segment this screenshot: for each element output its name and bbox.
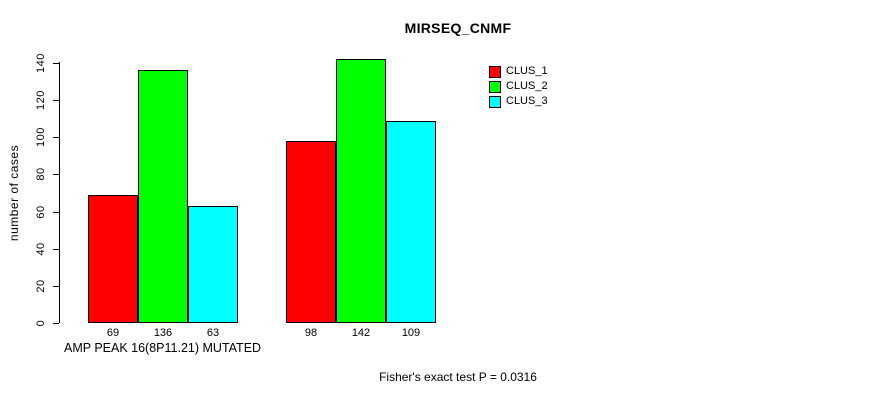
y-tick-mark [53, 63, 59, 64]
bar-value-label: 69 [106, 327, 120, 339]
bar-clus_3-group-2 [386, 120, 436, 323]
bar-value-label: 98 [304, 327, 318, 339]
y-tick-label: 0 [35, 319, 47, 327]
bar-value-label: 109 [401, 327, 421, 339]
bar-value-label: 136 [153, 327, 173, 339]
y-tick-mark [53, 100, 59, 102]
y-tick-label: 120 [35, 90, 47, 111]
y-tick-mark [53, 285, 59, 287]
y-tick-mark [53, 248, 59, 250]
y-tick-label: 100 [35, 127, 47, 148]
y-tick-mark [53, 174, 59, 176]
fisher-test-annotation: Fisher's exact test P = 0.0316 [379, 370, 537, 384]
y-tick-mark [53, 323, 59, 324]
bar-clus_3-group-1 [188, 206, 238, 323]
y-tick-label: 140 [35, 53, 47, 73]
legend-swatch-clus_3 [489, 96, 501, 108]
bar-clus_1-group-2 [286, 141, 336, 323]
legend-swatch-clus_1 [489, 66, 501, 78]
y-tick-label: 20 [35, 279, 47, 293]
legend-label-clus_2: CLUS_2 [506, 80, 548, 92]
bar-value-label: 142 [351, 327, 371, 339]
legend-label-clus_3: CLUS_3 [506, 95, 548, 107]
x-axis-label: AMP PEAK 16(8P11.21) MUTATED [64, 341, 262, 355]
y-tick-label: 40 [35, 242, 47, 256]
legend-swatch-clus_2 [489, 81, 501, 93]
y-tick-mark [53, 137, 59, 139]
bar-clus_2-group-2 [336, 59, 386, 323]
bar-value-label: 63 [206, 327, 220, 339]
y-tick-mark [53, 211, 59, 213]
y-axis-line [59, 62, 60, 323]
y-tick-label: 80 [35, 167, 47, 182]
legend-label-clus_1: CLUS_1 [506, 65, 548, 77]
bar-clus_2-group-1 [138, 70, 188, 323]
bar-clus_1-group-1 [88, 194, 138, 323]
y-tick-label: 60 [35, 204, 47, 219]
chart-title: MIRSEQ_CNMF [404, 20, 512, 36]
